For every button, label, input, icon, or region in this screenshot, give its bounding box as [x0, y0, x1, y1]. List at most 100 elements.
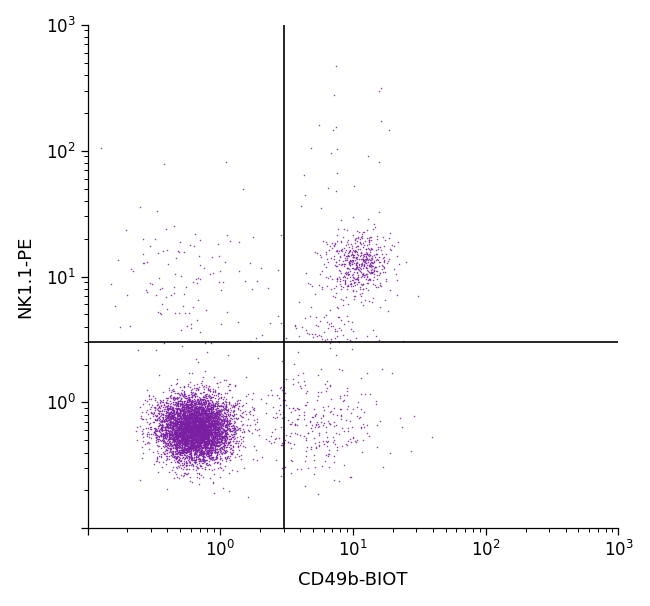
Point — [172, 442, 182, 452]
Point — [187, 420, 197, 430]
Point — [359, 255, 370, 264]
Point — [200, 431, 210, 441]
Point — [185, 418, 196, 428]
Point — [198, 428, 208, 438]
Point — [176, 408, 186, 418]
Point — [196, 454, 207, 464]
Point — [169, 428, 179, 438]
Point — [199, 421, 209, 430]
Point — [184, 397, 194, 407]
Point — [173, 438, 183, 448]
Point — [187, 436, 198, 445]
Point — [170, 469, 181, 479]
Point — [185, 406, 195, 416]
Point — [172, 425, 182, 435]
Point — [171, 448, 181, 458]
Point — [224, 419, 235, 429]
Point — [196, 446, 206, 456]
Point — [196, 427, 206, 436]
Point — [200, 425, 211, 435]
Point — [182, 430, 192, 440]
Point — [205, 408, 216, 418]
Point — [167, 448, 177, 458]
Point — [195, 274, 205, 284]
Point — [192, 433, 203, 443]
Point — [157, 431, 168, 441]
Point — [181, 445, 191, 455]
Point — [215, 424, 226, 434]
Point — [357, 231, 367, 241]
Point — [328, 321, 338, 331]
Point — [320, 456, 331, 466]
Point — [171, 433, 181, 443]
Point — [183, 430, 193, 440]
Point — [231, 409, 241, 419]
Point — [194, 251, 205, 261]
Point — [185, 430, 195, 439]
Point — [186, 398, 196, 408]
Point — [174, 404, 185, 413]
Point — [363, 243, 374, 253]
Point — [140, 407, 151, 417]
Point — [172, 430, 183, 440]
Point — [209, 423, 219, 433]
Point — [226, 405, 237, 415]
Point — [185, 413, 196, 422]
Point — [194, 428, 204, 438]
Point — [205, 428, 216, 438]
Point — [176, 422, 187, 431]
Point — [280, 388, 291, 398]
Point — [273, 265, 283, 275]
Point — [184, 420, 194, 430]
Point — [195, 419, 205, 428]
Point — [203, 448, 214, 458]
Point — [194, 399, 205, 409]
Point — [171, 415, 181, 425]
Point — [166, 431, 177, 441]
Point — [208, 387, 218, 397]
Point — [198, 440, 209, 450]
Point — [165, 401, 176, 411]
Point — [196, 422, 206, 432]
Point — [212, 408, 222, 418]
Point — [176, 425, 186, 435]
Point — [164, 393, 175, 402]
Point — [181, 437, 191, 447]
Point — [188, 406, 199, 416]
Point — [307, 412, 318, 422]
Point — [199, 420, 209, 430]
Point — [190, 442, 201, 451]
Point — [207, 448, 217, 458]
Point — [190, 442, 201, 451]
Point — [213, 441, 223, 450]
Point — [214, 438, 224, 448]
Point — [174, 438, 184, 448]
Point — [200, 413, 210, 423]
Point — [203, 425, 214, 435]
Point — [220, 440, 231, 450]
Point — [204, 459, 214, 469]
Point — [187, 429, 197, 439]
Point — [173, 409, 183, 419]
Point — [199, 427, 209, 437]
Point — [188, 425, 198, 435]
Point — [185, 440, 196, 450]
Point — [225, 426, 235, 436]
Point — [192, 463, 203, 473]
Point — [153, 402, 164, 412]
Point — [197, 422, 207, 432]
Point — [169, 456, 179, 465]
Point — [181, 422, 191, 431]
Point — [197, 434, 207, 444]
Point — [170, 425, 180, 435]
Point — [201, 445, 211, 455]
Point — [161, 401, 172, 410]
Point — [207, 424, 218, 434]
Point — [157, 410, 168, 419]
Point — [187, 454, 197, 464]
Point — [336, 268, 346, 278]
Point — [193, 422, 203, 432]
Point — [207, 451, 218, 461]
Point — [170, 394, 180, 404]
Point — [187, 440, 198, 450]
